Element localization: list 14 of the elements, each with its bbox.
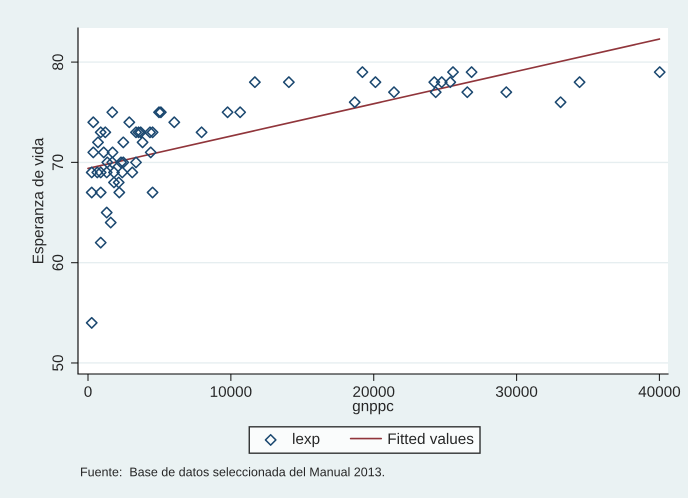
x-tick-label: 30000 [496, 386, 538, 398]
x-tick-label: 40000 [638, 386, 680, 398]
y-tick-label: 50 [52, 355, 64, 371]
y-tick-label: 80 [52, 54, 64, 70]
x-tick-label: 10000 [210, 386, 252, 398]
y-tick-label: 70 [52, 154, 64, 170]
x-tick-label: 0 [84, 386, 92, 398]
y-axis-title: Esperanza de vida [32, 138, 46, 264]
x-axis-title: gnppc [352, 402, 394, 414]
x-tick-label: 20000 [353, 386, 394, 398]
y-tick-label: 60 [52, 254, 64, 270]
legend-label: Fitted values [388, 432, 474, 444]
legend-label: lexp [293, 432, 320, 448]
source-note: Fuente: Base de datos seleccionada del Manual 2013. [81, 467, 384, 476]
